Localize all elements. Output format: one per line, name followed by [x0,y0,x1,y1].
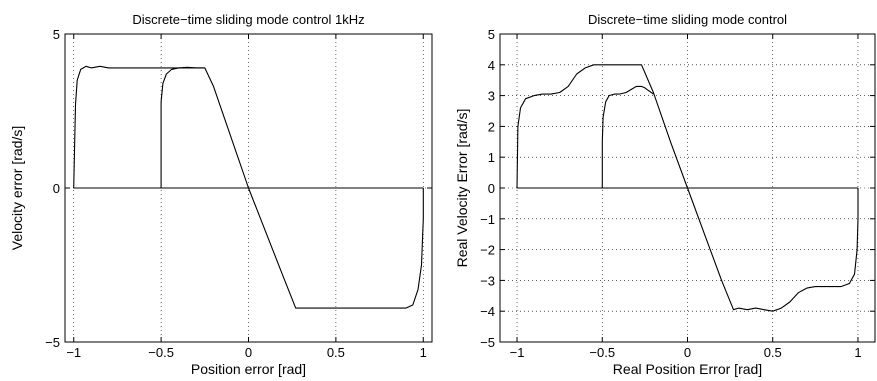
series-line-2 [601,85,654,188]
x-tick-label: −0.5 [148,345,174,360]
y-tick-label: 5 [488,27,495,42]
x-tick-label: 0 [684,345,691,360]
series-line-1 [516,64,859,312]
x-axis-label: Real Position Error [rad] [613,361,762,377]
x-tick-label: −1 [510,345,525,360]
chart-title: Discrete−time sliding mode control [588,12,787,27]
y-tick-label: 0 [53,181,60,196]
y-tick-label: 0 [488,181,495,196]
y-tick-label: 3 [488,89,495,104]
series-line-2 [160,66,205,188]
y-tick-label: −4 [480,304,495,319]
x-tick-label: 0 [245,345,252,360]
y-tick-label: −5 [480,335,495,350]
x-axis-label: Position error [rad] [191,361,306,377]
x-tick-label: −0.5 [589,345,615,360]
x-tick-label: 1 [854,345,861,360]
y-axis-label: Real Velocity Error [rad/s] [454,109,470,268]
y-tick-label: −1 [480,212,495,227]
y-tick-label: −2 [480,243,495,258]
y-axis-label: Velocity error [rad/s] [9,126,25,251]
y-tick-label: 1 [488,150,495,165]
y-tick-label: 2 [488,119,495,134]
y-tick-label: 5 [53,27,60,42]
y-tick-label: −5 [45,335,60,350]
chart-title: Discrete−time sliding mode control 1kHz [132,12,364,27]
series-line-1 [73,65,424,309]
y-tick-label: −3 [480,273,495,288]
x-tick-label: −1 [66,345,81,360]
chart-2: −1 −0.5 0 0.5 1 −5 −4 −3 −2 −1 0 1 2 3 4 5 Discrete−time… [454,12,876,377]
x-tick-label: 0.5 [764,345,782,360]
x-tick-label: 1 [420,345,427,360]
x-tick-label: 0.5 [327,345,345,360]
chart-1: −1 −0.5 0 0.5 1 −5 0 5 Discrete−time sliding mod… [9,12,433,377]
y-tick-label: 4 [488,58,495,73]
